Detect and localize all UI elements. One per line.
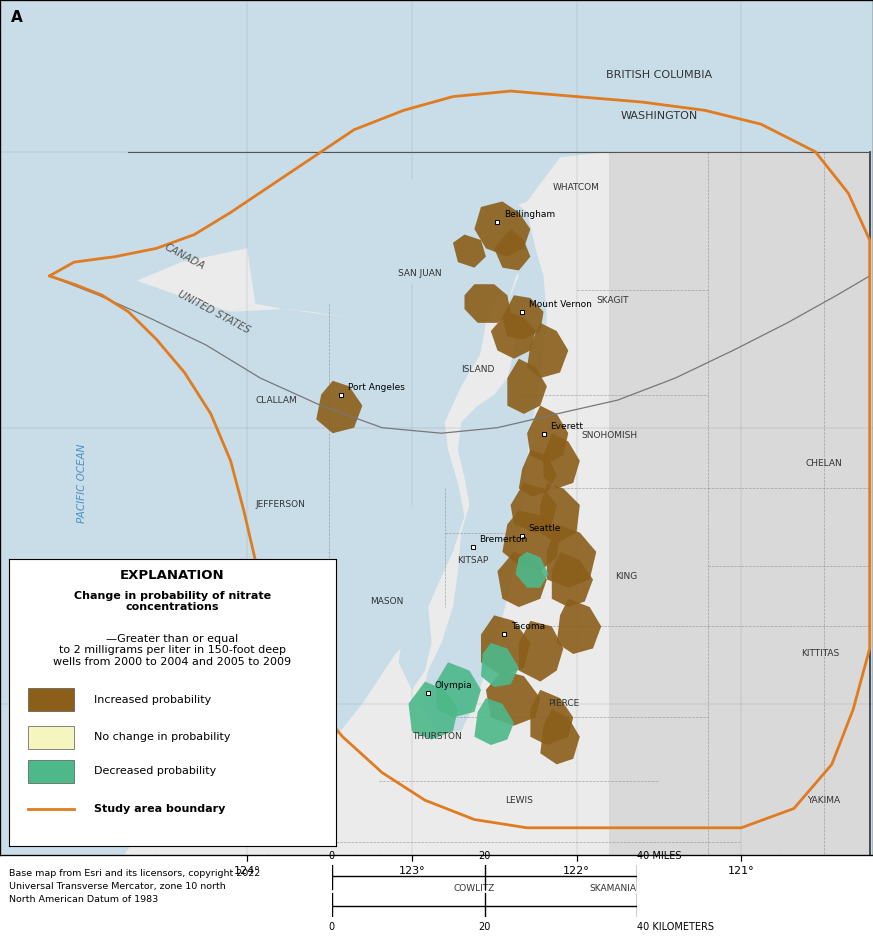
Text: Change in probability of nitrate
concentrations: Change in probability of nitrate concent… bbox=[74, 591, 271, 613]
Text: 20: 20 bbox=[478, 921, 491, 932]
Text: Study area boundary: Study area boundary bbox=[94, 804, 225, 814]
Text: JEFFERSON: JEFFERSON bbox=[255, 500, 305, 509]
Text: BRITISH COLUMBIA: BRITISH COLUMBIA bbox=[606, 70, 711, 80]
Text: 0: 0 bbox=[328, 851, 335, 861]
Polygon shape bbox=[316, 381, 362, 433]
Text: PACIFIC OCEAN: PACIFIC OCEAN bbox=[78, 443, 87, 523]
Text: KING: KING bbox=[615, 572, 637, 581]
Polygon shape bbox=[494, 229, 531, 271]
Text: Everett: Everett bbox=[550, 422, 583, 431]
Polygon shape bbox=[527, 406, 568, 463]
Polygon shape bbox=[474, 698, 514, 745]
Text: UNITED STATES: UNITED STATES bbox=[176, 289, 252, 335]
Text: Increased probability: Increased probability bbox=[94, 695, 211, 705]
Text: EXPLANATION: EXPLANATION bbox=[120, 570, 224, 583]
Polygon shape bbox=[531, 690, 574, 745]
Text: PIERCE: PIERCE bbox=[547, 699, 579, 708]
Text: No change in probability: No change in probability bbox=[94, 732, 230, 742]
Text: Mount Vernon: Mount Vernon bbox=[529, 300, 592, 309]
Text: Bellingham: Bellingham bbox=[504, 211, 555, 219]
Text: SKAMANIA: SKAMANIA bbox=[589, 884, 636, 893]
Text: SNOHOMISH: SNOHOMISH bbox=[581, 431, 637, 441]
Polygon shape bbox=[507, 359, 546, 414]
Polygon shape bbox=[464, 284, 511, 322]
Polygon shape bbox=[527, 322, 568, 378]
Text: Base map from Esri and its licensors, copyright 2022
Universal Transverse Mercat: Base map from Esri and its licensors, co… bbox=[9, 870, 260, 903]
Text: YAKIMA: YAKIMA bbox=[807, 796, 840, 805]
Polygon shape bbox=[519, 449, 557, 496]
Polygon shape bbox=[498, 552, 546, 607]
Text: CANADA: CANADA bbox=[162, 242, 206, 272]
Text: MASON: MASON bbox=[370, 597, 404, 606]
Bar bbox=[28, 688, 74, 712]
Polygon shape bbox=[453, 235, 486, 268]
Polygon shape bbox=[609, 151, 870, 855]
Polygon shape bbox=[474, 290, 514, 406]
Text: Decreased probability: Decreased probability bbox=[94, 766, 217, 776]
Text: ISLAND: ISLAND bbox=[461, 366, 494, 374]
Polygon shape bbox=[557, 599, 601, 654]
Text: 0: 0 bbox=[328, 921, 335, 932]
Polygon shape bbox=[124, 212, 519, 828]
Text: KITTITAS: KITTITAS bbox=[801, 650, 840, 658]
Polygon shape bbox=[409, 682, 458, 740]
Polygon shape bbox=[247, 165, 527, 318]
Text: CHELAN: CHELAN bbox=[805, 459, 842, 468]
Polygon shape bbox=[491, 312, 535, 359]
Text: SAN JUAN: SAN JUAN bbox=[398, 269, 442, 277]
Bar bbox=[28, 760, 74, 783]
Text: LEWIS: LEWIS bbox=[505, 796, 533, 805]
Text: Tacoma: Tacoma bbox=[511, 622, 545, 632]
Bar bbox=[28, 726, 74, 748]
Polygon shape bbox=[481, 643, 519, 687]
Polygon shape bbox=[481, 616, 531, 676]
Text: COWLITZ: COWLITZ bbox=[454, 884, 495, 893]
Polygon shape bbox=[546, 525, 596, 588]
Polygon shape bbox=[511, 483, 557, 533]
Polygon shape bbox=[436, 663, 481, 717]
Polygon shape bbox=[540, 483, 580, 543]
Polygon shape bbox=[0, 0, 124, 855]
Polygon shape bbox=[124, 151, 870, 855]
Polygon shape bbox=[474, 201, 531, 257]
Text: THURSTON: THURSTON bbox=[412, 732, 461, 742]
Text: Seattle: Seattle bbox=[529, 525, 561, 533]
Text: 40 KILOMETERS: 40 KILOMETERS bbox=[637, 921, 714, 932]
Polygon shape bbox=[502, 295, 544, 339]
Polygon shape bbox=[552, 552, 593, 607]
Text: GRAYS HARBOR: GRAYS HARBOR bbox=[242, 680, 312, 689]
Text: WHATCOM: WHATCOM bbox=[553, 183, 600, 192]
Text: —Greater than or equal
to 2 milligrams per liter in 150-foot deep
wells from 200: —Greater than or equal to 2 milligrams p… bbox=[53, 634, 292, 667]
Text: A: A bbox=[10, 10, 22, 25]
Text: SKAGIT: SKAGIT bbox=[596, 296, 629, 306]
Text: Port Angeles: Port Angeles bbox=[347, 384, 404, 392]
Text: Olympia: Olympia bbox=[435, 681, 472, 690]
Polygon shape bbox=[124, 359, 395, 593]
Polygon shape bbox=[502, 510, 560, 572]
Polygon shape bbox=[420, 193, 546, 731]
Text: CLALLAM: CLALLAM bbox=[256, 396, 298, 404]
Text: KITSAP: KITSAP bbox=[457, 556, 488, 565]
Polygon shape bbox=[519, 620, 563, 681]
Text: 40 MILES: 40 MILES bbox=[637, 851, 682, 861]
Polygon shape bbox=[382, 461, 431, 690]
Polygon shape bbox=[444, 193, 535, 268]
Polygon shape bbox=[124, 165, 527, 773]
Text: 20: 20 bbox=[478, 851, 491, 861]
Polygon shape bbox=[544, 433, 580, 489]
Text: Bremerton: Bremerton bbox=[479, 536, 527, 544]
Text: WASHINGTON: WASHINGTON bbox=[620, 111, 698, 121]
Polygon shape bbox=[486, 670, 540, 726]
Polygon shape bbox=[516, 552, 548, 588]
Polygon shape bbox=[540, 709, 580, 764]
